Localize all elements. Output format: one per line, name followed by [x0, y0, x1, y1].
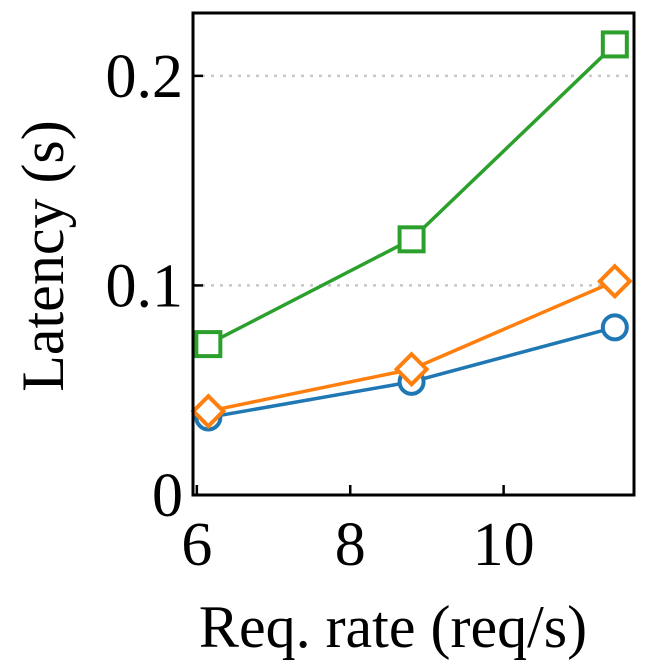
axes: [191, 11, 636, 497]
data-point-square: [194, 330, 223, 359]
data-point-diamond: [393, 351, 430, 388]
x-tick-label: 10: [473, 511, 535, 579]
series-line: [207, 43, 617, 346]
y-axis-title: Latency (s): [10, 120, 76, 392]
series-3: [194, 30, 629, 359]
x-tick-label: 8: [335, 511, 366, 579]
series-2: [190, 263, 633, 430]
y-tick-label: 0: [152, 462, 183, 530]
data-point-diamond: [596, 263, 633, 300]
x-tick-label: 6: [181, 511, 212, 579]
x-axis-title: Req. rate (req/s): [199, 594, 587, 660]
data-point-square: [600, 30, 629, 59]
y-tick-label: 0.2: [106, 43, 184, 111]
y-tick-label: 0.1: [106, 252, 184, 320]
data-point-diamond: [190, 393, 227, 430]
data-point-circle: [600, 313, 629, 342]
plot-frame: [191, 11, 636, 497]
gridlines: [193, 74, 634, 287]
series-layer: [190, 30, 633, 432]
ticks: 0 0.1 0.2 6 8 10: [106, 43, 535, 579]
data-point-square: [397, 225, 426, 254]
